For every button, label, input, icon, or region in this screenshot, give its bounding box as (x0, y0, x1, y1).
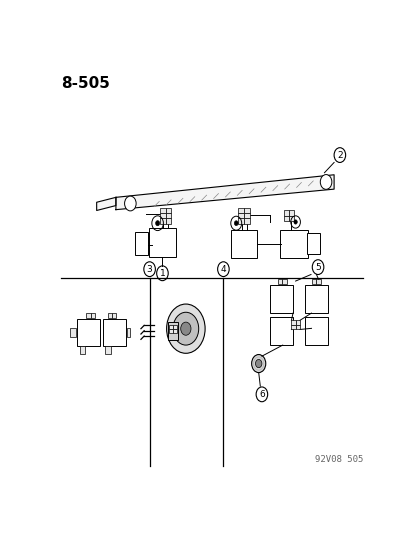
Bar (311, 279, 316, 284)
Polygon shape (96, 197, 116, 211)
Bar (70, 328, 76, 337)
Bar (284, 216, 288, 221)
Bar (173, 325, 176, 329)
Bar (169, 329, 173, 333)
Bar (102, 319, 126, 346)
Bar (107, 313, 112, 318)
Bar (244, 213, 249, 219)
Bar (307, 233, 319, 254)
Circle shape (320, 175, 331, 189)
Bar (230, 230, 257, 257)
Circle shape (251, 354, 265, 373)
Bar (269, 285, 292, 313)
Text: 8-505: 8-505 (61, 76, 110, 91)
Polygon shape (116, 175, 333, 209)
Bar (280, 230, 307, 257)
Bar (86, 313, 91, 318)
Bar (244, 219, 249, 224)
Bar (159, 219, 165, 224)
Circle shape (124, 196, 136, 211)
Bar (288, 216, 293, 221)
Circle shape (166, 304, 204, 353)
Bar (295, 325, 299, 329)
Bar (269, 317, 292, 345)
Bar (238, 219, 244, 224)
Bar (112, 313, 116, 318)
Bar (159, 213, 165, 219)
Bar (288, 211, 293, 216)
Bar (165, 213, 171, 219)
Bar (173, 329, 176, 333)
Text: 92V08 505: 92V08 505 (314, 455, 362, 464)
Bar (281, 279, 286, 284)
Bar (105, 346, 111, 353)
Bar (126, 328, 130, 337)
Bar (91, 313, 95, 318)
Text: 2: 2 (336, 150, 342, 159)
Bar (277, 279, 281, 284)
Bar (238, 208, 244, 213)
Bar (284, 211, 288, 216)
Bar (79, 346, 85, 353)
Text: 1: 1 (159, 269, 165, 278)
Text: 4: 4 (220, 265, 225, 273)
Bar (165, 219, 171, 224)
Bar (244, 208, 249, 213)
Bar (304, 317, 327, 345)
Bar (148, 228, 176, 257)
Bar (165, 208, 171, 213)
Bar (291, 325, 295, 329)
Bar (304, 285, 327, 313)
Bar (169, 325, 173, 329)
Circle shape (155, 221, 159, 226)
Text: 3: 3 (146, 265, 152, 273)
Circle shape (255, 359, 261, 368)
Circle shape (293, 220, 297, 224)
Bar (238, 213, 244, 219)
Text: 5: 5 (314, 263, 320, 272)
Circle shape (173, 312, 198, 345)
Bar (316, 279, 320, 284)
Bar (135, 232, 148, 255)
Bar (168, 322, 178, 340)
Text: 6: 6 (259, 390, 264, 399)
Circle shape (180, 322, 190, 335)
Circle shape (234, 221, 237, 225)
Bar (77, 319, 100, 346)
Bar (295, 320, 299, 325)
Bar (291, 320, 295, 325)
Bar (159, 208, 165, 213)
